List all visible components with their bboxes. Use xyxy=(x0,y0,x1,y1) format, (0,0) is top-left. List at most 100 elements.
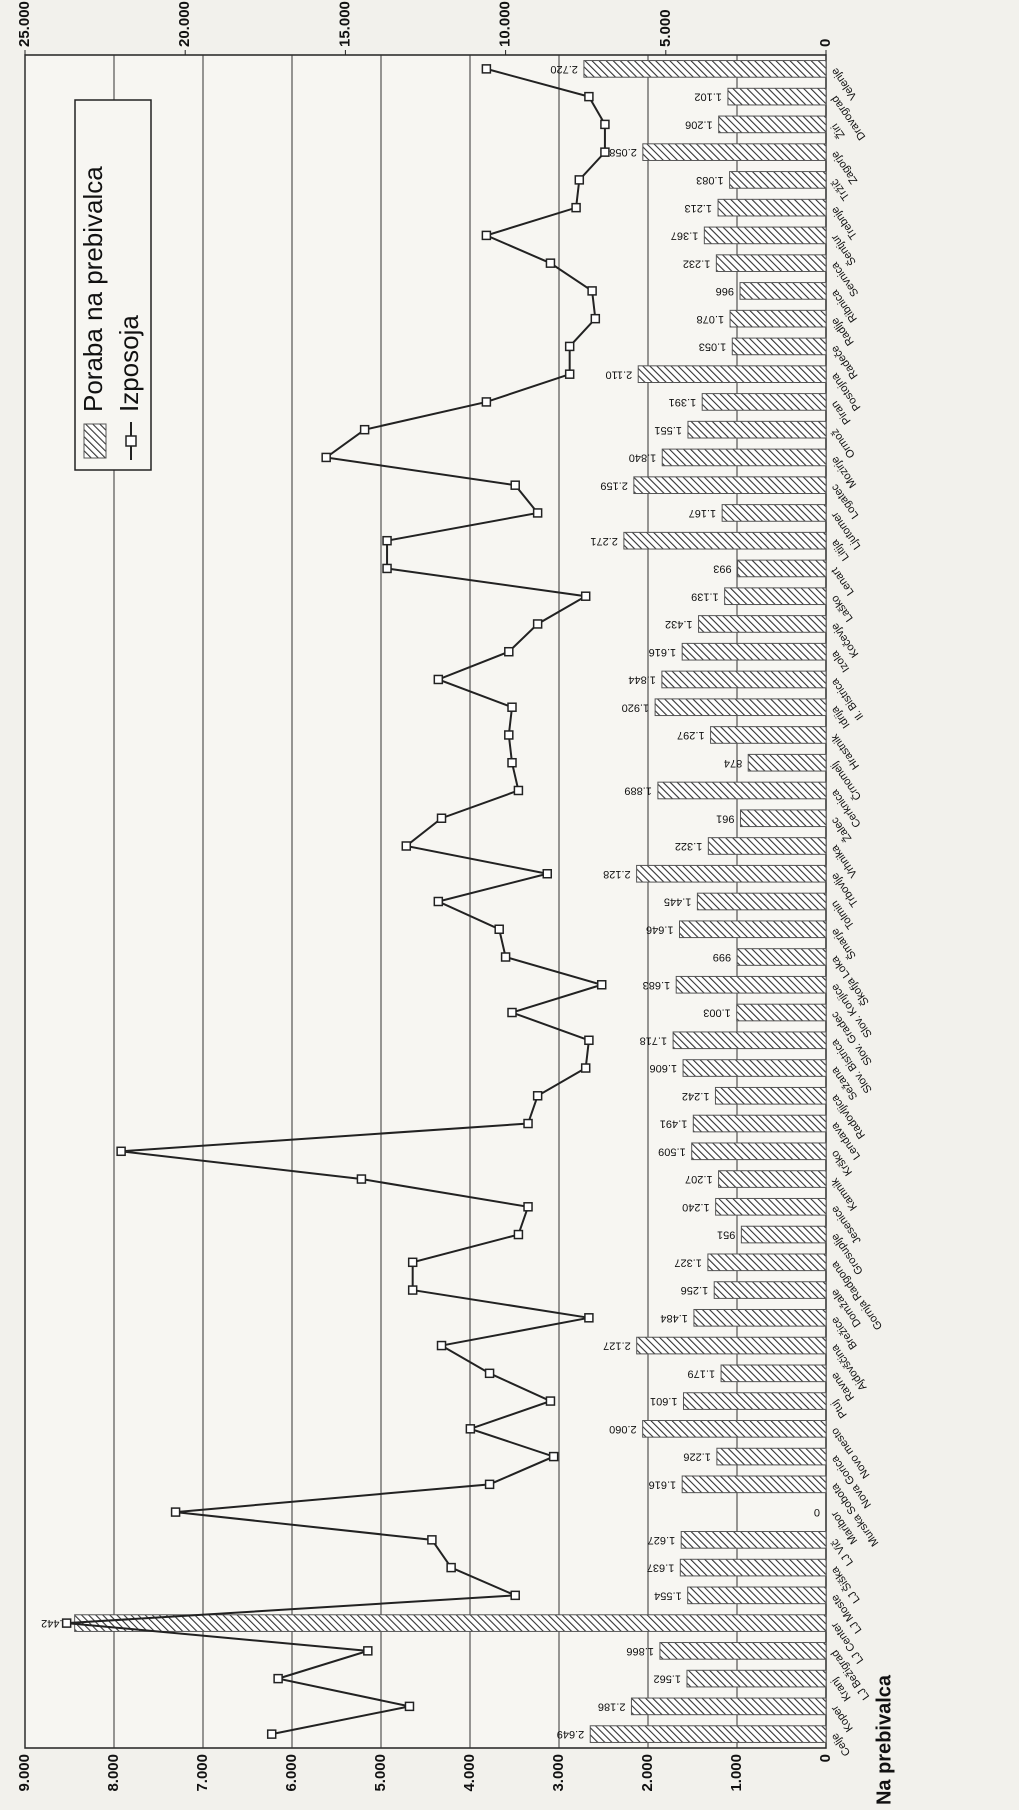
y-tick-label: 8.000 xyxy=(105,1754,122,1792)
bar xyxy=(721,504,827,522)
line-marker xyxy=(584,1035,594,1046)
bar xyxy=(630,1697,827,1716)
bar xyxy=(675,975,827,994)
bar xyxy=(718,115,827,134)
line-marker xyxy=(510,1590,520,1601)
bar xyxy=(633,476,827,495)
y-tick-label: 4.000 xyxy=(461,1754,478,1792)
value-label: 2.159 xyxy=(600,479,628,491)
bar xyxy=(729,309,827,328)
bar xyxy=(718,1170,827,1188)
legend-swatch xyxy=(125,435,137,447)
bar xyxy=(74,1614,827,1632)
line-marker xyxy=(532,619,543,629)
bar xyxy=(637,365,827,383)
value-label: 2.186 xyxy=(598,1700,626,1712)
bar xyxy=(687,420,827,439)
bar xyxy=(717,198,827,217)
x-tick-label: Mozirje xyxy=(829,454,859,490)
value-label: 1.601 xyxy=(650,1395,678,1407)
legend-label: Izposoja xyxy=(114,315,144,412)
bar xyxy=(682,1059,827,1077)
bar xyxy=(654,698,827,717)
value-label: 1.322 xyxy=(675,840,703,852)
value-label: 1.003 xyxy=(703,1007,731,1019)
line-marker xyxy=(584,1313,594,1323)
value-label: 1.256 xyxy=(681,1284,709,1296)
bar xyxy=(739,809,827,828)
bar xyxy=(701,393,827,411)
value-label: 1.445 xyxy=(664,896,692,908)
value-label: 8.442 xyxy=(41,1617,69,1629)
value-label: 1.627 xyxy=(648,1534,676,1546)
value-label: 1.242 xyxy=(682,1090,710,1102)
value-label: 1.297 xyxy=(677,729,705,741)
line-marker xyxy=(545,1396,556,1406)
bar xyxy=(680,1531,827,1549)
value-label: 1.616 xyxy=(649,646,677,658)
y2-tick-label: 10.000 xyxy=(497,1,514,47)
line-marker xyxy=(481,230,492,241)
value-label: 1.367 xyxy=(671,229,699,241)
line-marker xyxy=(600,147,610,157)
line-marker xyxy=(427,1535,437,1545)
line-marker xyxy=(433,896,444,907)
line-marker xyxy=(504,730,514,740)
value-label: 1.616 xyxy=(649,1478,677,1490)
bar xyxy=(707,837,827,855)
line-marker xyxy=(382,535,392,546)
bar xyxy=(736,948,827,966)
line-marker xyxy=(596,980,607,990)
line-marker xyxy=(273,1673,283,1684)
line-marker xyxy=(481,64,492,74)
value-label: 999 xyxy=(713,951,731,963)
bar xyxy=(691,1142,827,1161)
bar xyxy=(692,1114,827,1133)
x-tick-label: Šmarje xyxy=(828,926,859,962)
line-marker xyxy=(382,563,392,574)
legend-swatch xyxy=(83,423,107,459)
line-marker xyxy=(548,1451,559,1462)
line-marker xyxy=(513,1229,524,1240)
bar xyxy=(583,60,827,78)
line-marker xyxy=(564,341,575,352)
y-axis-title: Na prebivalca xyxy=(873,1674,895,1805)
line-marker xyxy=(436,1340,447,1351)
bar xyxy=(686,1669,827,1688)
line-marker xyxy=(532,508,543,518)
line-marker xyxy=(363,1646,373,1656)
line-marker xyxy=(542,868,553,879)
line-marker xyxy=(523,1202,533,1212)
bar xyxy=(659,1642,827,1660)
line-marker xyxy=(587,286,597,296)
line-marker xyxy=(359,424,370,435)
value-label: 1.606 xyxy=(650,1062,678,1074)
line-marker xyxy=(266,1729,277,1739)
bar xyxy=(698,615,827,633)
line-marker xyxy=(407,1285,418,1295)
bar xyxy=(716,1447,827,1466)
line-marker xyxy=(510,480,520,490)
bar xyxy=(713,1281,827,1299)
line-marker xyxy=(465,1424,476,1434)
value-label: 961 xyxy=(716,812,734,824)
line-marker xyxy=(580,1063,591,1073)
line-marker xyxy=(436,813,447,823)
bar xyxy=(715,254,827,272)
bar xyxy=(739,282,827,300)
value-label: 2.271 xyxy=(590,535,618,547)
bar xyxy=(661,448,827,467)
line-marker xyxy=(446,1562,456,1573)
line-marker xyxy=(484,1368,495,1379)
bar xyxy=(657,781,827,800)
value-label: 1.637 xyxy=(647,1562,675,1574)
x-tick-label: Velenje xyxy=(829,65,860,101)
value-label: 1.491 xyxy=(660,1118,688,1130)
value-label: 1.167 xyxy=(689,507,717,519)
bar xyxy=(636,1336,827,1355)
value-label: 1.102 xyxy=(694,91,722,103)
line-marker xyxy=(61,1618,72,1628)
bar xyxy=(720,1364,827,1383)
